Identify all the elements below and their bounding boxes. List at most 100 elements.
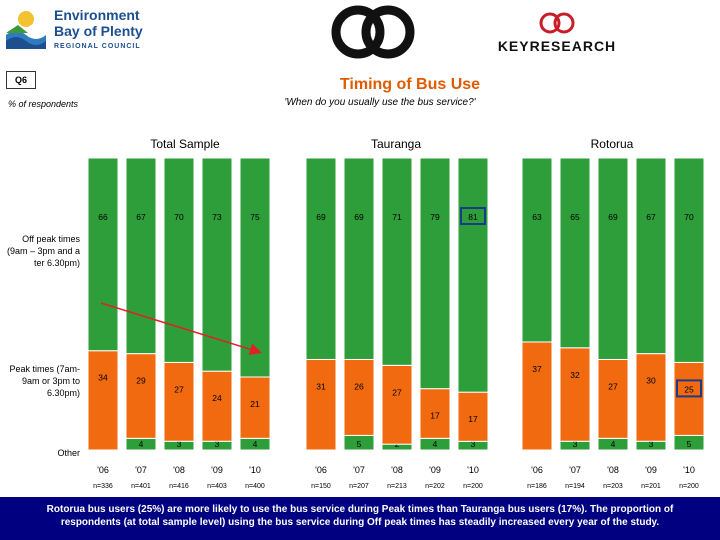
data-label: 69	[608, 212, 618, 222]
data-label: 21	[250, 399, 260, 409]
logo-line-3: REGIONAL COUNCIL	[54, 43, 141, 50]
commentary-banner: Rotorua bus users (25%) are more likely …	[0, 497, 720, 540]
environment-bop-logo: Environment Bay of Plenty REGIONAL COUNC…	[4, 3, 162, 55]
bar-segment	[597, 157, 629, 360]
data-label: 26	[354, 381, 364, 391]
logo-line-1: Environment	[54, 7, 140, 23]
bar-segment	[163, 361, 195, 442]
data-label: 17	[430, 411, 440, 421]
trend-arrow	[100, 302, 262, 356]
sample-size-label: n=186	[527, 483, 547, 490]
data-label: 3	[573, 439, 578, 449]
panel-title: Rotorua	[591, 137, 634, 151]
year-tick-label: '09	[211, 465, 223, 475]
sample-size-label: n=213	[387, 483, 407, 490]
bar-segment	[457, 157, 489, 393]
sample-size-label: n=200	[679, 483, 699, 490]
highlight-box	[676, 379, 702, 398]
sample-size-label: n=200	[463, 483, 483, 490]
bar-segment	[163, 157, 195, 363]
sample-size-label: n=150	[311, 483, 331, 490]
year-tick-label: '08	[173, 465, 185, 475]
bar-segment	[343, 358, 375, 436]
sample-size-label: n=207	[349, 483, 369, 490]
sample-size-label: n=401	[131, 483, 151, 490]
data-label: 3	[471, 439, 476, 449]
data-label: 81	[468, 212, 478, 222]
sample-size-label: n=194	[565, 483, 585, 490]
panel-title: Tauranga	[371, 137, 421, 151]
bar-segment	[381, 157, 413, 366]
data-label: 69	[316, 212, 326, 222]
bar-segment	[125, 353, 157, 439]
year-tick-label: '06	[315, 465, 327, 475]
data-label: 4	[139, 439, 144, 449]
year-tick-label: '08	[607, 465, 619, 475]
stacked-bar-chart: Off peak times (9am – 3pm and a ter 6.30pm…	[7, 137, 705, 490]
data-label: 69	[354, 212, 364, 222]
bar-segment	[87, 350, 119, 451]
year-tick-label: '09	[645, 465, 657, 475]
bar-segment	[125, 157, 157, 355]
keyresearch-rings-icon	[539, 12, 575, 34]
data-label: 34	[98, 373, 108, 383]
double-ring-logo-icon	[331, 5, 415, 59]
bar-segment	[673, 157, 705, 363]
sample-size-label: n=416	[169, 483, 189, 490]
data-label: 24	[212, 393, 222, 403]
data-label: 37	[532, 364, 542, 374]
data-label: 67	[136, 212, 146, 222]
data-label: 67	[646, 212, 656, 222]
data-label: 79	[430, 212, 440, 222]
year-tick-label: '07	[569, 465, 581, 475]
year-tick-label: '07	[353, 465, 365, 475]
bar-segment	[559, 157, 591, 349]
chart-title: Timing of Bus Use	[339, 76, 481, 93]
year-tick-label: '10	[683, 465, 695, 475]
year-tick-label: '06	[97, 465, 109, 475]
bar-segment	[201, 370, 233, 442]
bar-segment	[87, 157, 119, 352]
panel-title: Total Sample	[150, 137, 220, 151]
data-label: 31	[316, 381, 326, 391]
row-label: Off peak times	[22, 234, 80, 244]
bar-segment	[381, 364, 413, 445]
data-label: 29	[136, 376, 146, 386]
keyresearch-logo: KEYRESEARCH	[482, 10, 632, 58]
bar-segment	[239, 157, 271, 378]
question-text: 'When do you usually use the bus service…	[284, 97, 476, 108]
data-label: 70	[174, 212, 184, 222]
data-label: 4	[253, 439, 258, 449]
council-emblem-icon	[4, 5, 48, 49]
header: Environment Bay of Plenty REGIONAL COUNC…	[0, 0, 720, 62]
bar-segment	[457, 391, 489, 442]
percent-of-respondents-label: % of respondents	[8, 99, 79, 109]
sample-size-label: n=336	[93, 483, 113, 490]
bar-segment	[305, 358, 337, 451]
logo-line-2: Bay of Plenty	[54, 23, 143, 39]
row-label: Other	[57, 448, 80, 458]
bar-segment	[343, 157, 375, 360]
keyresearch-wordmark: KEYRESEARCH	[497, 38, 617, 54]
data-label: 27	[608, 381, 618, 391]
data-label: 3	[649, 439, 654, 449]
data-label: 73	[212, 212, 222, 222]
question-badge: Q6	[6, 71, 36, 89]
data-label: 5	[687, 439, 692, 449]
data-label: 63	[532, 212, 542, 222]
row-label: ter 6.30pm)	[34, 258, 80, 268]
bar-segment	[673, 361, 705, 436]
data-label: 65	[570, 212, 580, 222]
bar-segment	[521, 341, 553, 451]
highlight-box	[460, 207, 486, 225]
year-tick-label: '06	[531, 465, 543, 475]
data-label: 5	[357, 439, 362, 449]
data-label: 30	[646, 376, 656, 386]
sample-size-label: n=400	[245, 483, 265, 490]
sample-size-label: n=203	[603, 483, 623, 490]
year-tick-label: '09	[429, 465, 441, 475]
data-label: 3	[177, 439, 182, 449]
data-label: 75	[250, 212, 260, 222]
bar-segment	[521, 157, 553, 343]
data-label: 25	[684, 384, 694, 394]
